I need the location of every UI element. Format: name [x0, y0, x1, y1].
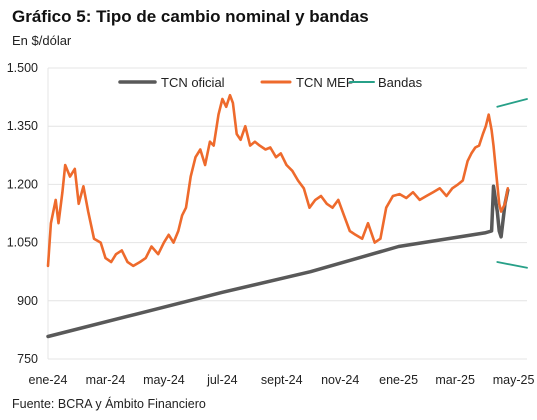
x-tick-label: mar-24	[86, 373, 126, 387]
x-tick-label: may-25	[493, 373, 535, 387]
x-tick-label: ene-25	[379, 373, 418, 387]
legend-label-bandas: Bandas	[378, 75, 423, 90]
legend-label-tcn-oficial: TCN oficial	[161, 75, 225, 90]
chart-source: Fuente: BCRA y Ámbito Financiero	[12, 397, 206, 411]
grid-layer	[48, 67, 527, 360]
series-layer	[46, 93, 528, 339]
series-line-bandas-lower	[496, 261, 528, 269]
chart-subtitle: En $/dólar	[12, 33, 72, 48]
y-tick-label: 1.500	[7, 61, 38, 75]
y-tick-label: 1.350	[7, 119, 38, 133]
series-line-tcn-oficial	[46, 184, 510, 339]
y-tick-label: 750	[17, 352, 38, 366]
y-axis: 750 900 1.050 1.200 1.350 1.500	[7, 61, 49, 366]
legend-label-tcn-mep: TCN MEP	[296, 75, 355, 90]
y-tick-label: 1.050	[7, 236, 38, 250]
x-axis: ene-24 mar-24 may-24 jul-24 sept-24 nov-24 ene…	[29, 373, 535, 387]
x-tick-label: may-24	[143, 373, 185, 387]
series-line-bandas-upper	[496, 98, 528, 108]
x-tick-label: nov-24	[321, 373, 359, 387]
series-line-tcn-mep	[46, 93, 510, 268]
y-tick-label: 900	[17, 294, 38, 308]
chart-title: Gráfico 5: Tipo de cambio nominal y band…	[12, 7, 369, 26]
x-tick-label: ene-24	[29, 373, 68, 387]
x-tick-label: sept-24	[261, 373, 303, 387]
y-tick-label: 1.200	[7, 177, 38, 191]
x-tick-label: mar-25	[435, 373, 475, 387]
legend: TCN oficial TCN MEP Bandas	[118, 75, 423, 90]
x-tick-label: jul-24	[206, 373, 238, 387]
